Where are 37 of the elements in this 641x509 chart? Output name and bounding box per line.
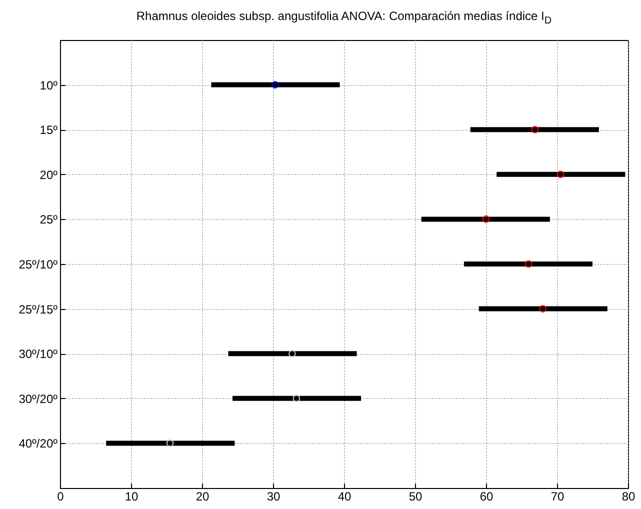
bar	[106, 440, 235, 446]
bar	[478, 306, 608, 312]
x-tick-label: 0	[57, 490, 64, 504]
y-tick-label: 25º/10º	[18, 258, 58, 272]
y-tick-label: 15º	[40, 123, 58, 138]
bar	[228, 351, 357, 356]
y-tick-label: 25º/15º	[18, 302, 58, 316]
x-tick-label: 80	[622, 490, 636, 504]
y-tick-label: 40º/20º	[18, 436, 58, 451]
x-tick-label: 40	[338, 490, 352, 504]
bar	[470, 127, 599, 132]
y-tick-label: 30º/10º	[18, 347, 58, 362]
point	[271, 81, 279, 88]
point	[292, 394, 300, 402]
x-tick-label: 10	[124, 490, 138, 504]
point	[288, 350, 296, 358]
bar	[496, 172, 626, 177]
bar	[211, 82, 340, 88]
x-tick-label: 60	[480, 490, 494, 504]
bar	[464, 262, 592, 266]
chart-title: Rhamnus oleoides subsp. angustifolia ANOVA: Comparación medias índice I$_{D}$	[135, 9, 553, 26]
x-tick-label: 20	[196, 490, 210, 504]
bar	[421, 216, 550, 222]
x-tick-label: 30	[266, 490, 280, 504]
y-tick-label: 10º	[40, 78, 58, 92]
x-tick-label: 50	[408, 490, 422, 504]
point	[539, 305, 546, 312]
x-tick-label: 70	[550, 490, 564, 504]
point	[482, 216, 490, 223]
bar	[232, 396, 362, 401]
y-tick-label: 25º	[40, 212, 58, 227]
y-tick-label: 30º/20º	[18, 392, 58, 406]
y-tick-label: 20º	[40, 168, 58, 182]
point	[524, 260, 532, 268]
point	[556, 170, 564, 178]
point	[531, 126, 539, 134]
point	[166, 440, 174, 447]
